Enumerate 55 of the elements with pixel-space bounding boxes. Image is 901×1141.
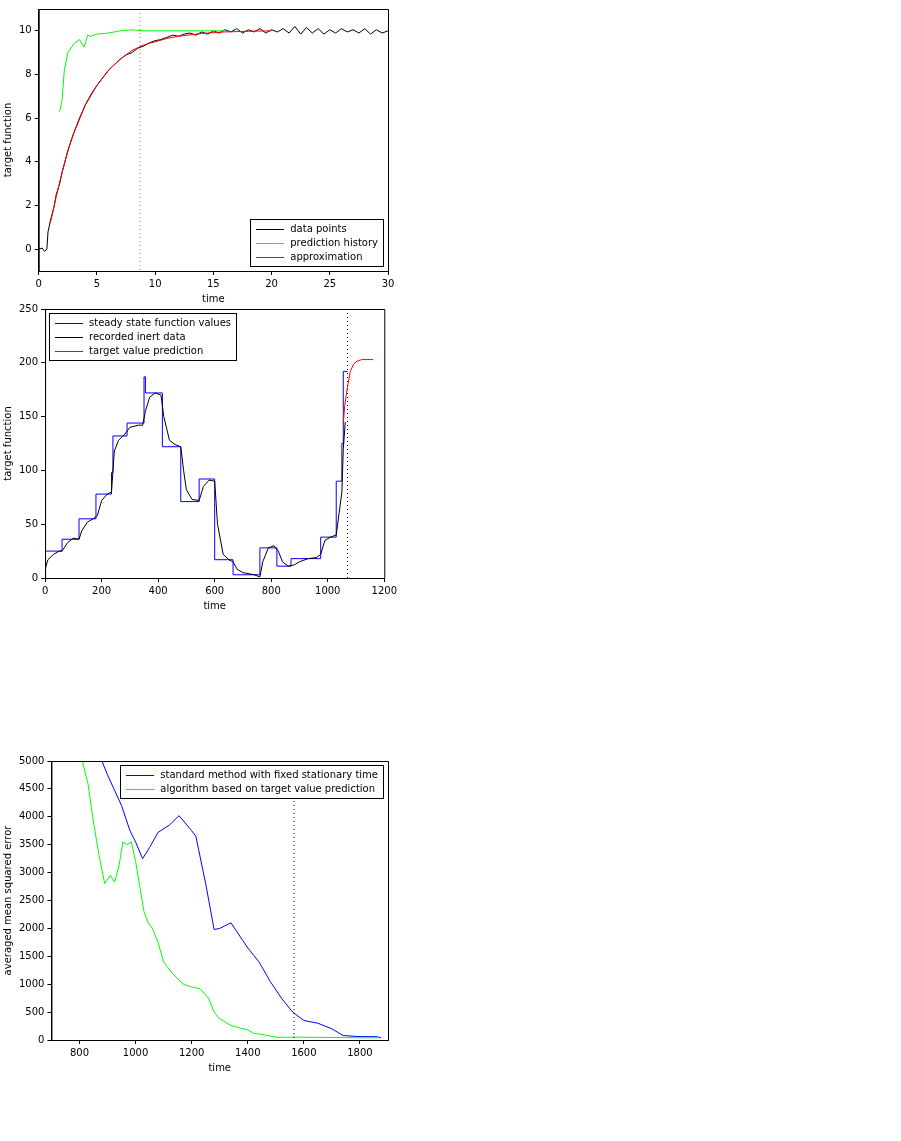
- y-tick-label: 150: [18, 410, 39, 422]
- y-tick-label: 4: [25, 155, 32, 167]
- x-tick-label: 400: [148, 584, 168, 596]
- x-tick-label: 1200: [371, 584, 397, 596]
- x-tick-label: 10: [148, 277, 162, 289]
- y-tick-label: 0: [31, 571, 39, 583]
- y-tick-label: 2500: [19, 894, 45, 906]
- x-tick-label: 1200: [178, 1046, 205, 1058]
- y-tick-label: 6: [25, 111, 32, 123]
- y-axis-title: target function: [1, 406, 13, 481]
- x-tick-label: 20: [265, 277, 278, 289]
- x-tick-label: 1000: [122, 1046, 149, 1058]
- legend-label: approximation: [290, 250, 363, 264]
- x-tick-label: 5: [93, 277, 101, 289]
- y-tick-label: 1000: [19, 977, 45, 989]
- legend-label: target value prediction: [89, 344, 204, 358]
- y-tick-label: 200: [18, 356, 39, 368]
- y-tick-label: 4000: [19, 810, 45, 822]
- x-tick-label: 1000: [315, 584, 341, 596]
- x-axis-title: time: [208, 1061, 232, 1073]
- x-tick-label: 1400: [235, 1046, 261, 1058]
- legend-label: recorded inert data: [89, 330, 186, 344]
- y-tick-label: 1500: [19, 949, 45, 961]
- x-tick-label: 1800: [347, 1046, 373, 1058]
- y-tick-label: 3500: [19, 838, 45, 850]
- y-tick-label: 0: [38, 1033, 45, 1045]
- x-tick-label: 15: [207, 277, 220, 289]
- x-tick-label: 30: [381, 277, 395, 289]
- x-tick-label: 200: [92, 584, 112, 596]
- y-tick-label: 4500: [19, 782, 45, 794]
- y-tick-label: 3000: [19, 866, 45, 878]
- y-tick-label: 100: [18, 463, 39, 475]
- y-tick-label: 250: [18, 302, 39, 314]
- x-tick-label: 800: [261, 584, 281, 596]
- x-axis-title: time: [203, 599, 226, 611]
- y-tick-label: 8: [25, 68, 32, 80]
- legend-label: standard method with fixed stationary time: [160, 768, 378, 782]
- y-axis-title: averaged mean squared error: [1, 824, 13, 976]
- legend-label: algorithm based on target value prediction: [160, 782, 376, 796]
- y-tick-label: 500: [25, 1005, 45, 1017]
- x-axis-title: time: [202, 292, 225, 304]
- y-tick-label: 50: [25, 517, 39, 529]
- x-tick-label: 1600: [291, 1046, 317, 1058]
- x-tick-label: 600: [205, 584, 225, 596]
- y-tick-label: 5000: [19, 754, 45, 766]
- y-tick-label: 0: [25, 242, 32, 254]
- y-axis-title: target function: [1, 102, 13, 178]
- y-tick-label: 2: [25, 199, 32, 211]
- y-tick-label: 2000: [19, 921, 45, 933]
- y-tick-label: 10: [18, 24, 32, 36]
- legend-label: steady state function values: [89, 316, 231, 330]
- legend-label: data points: [290, 222, 347, 236]
- x-tick-label: 800: [69, 1046, 90, 1058]
- legend-label: prediction history: [290, 236, 378, 250]
- x-tick-label: 25: [323, 277, 337, 289]
